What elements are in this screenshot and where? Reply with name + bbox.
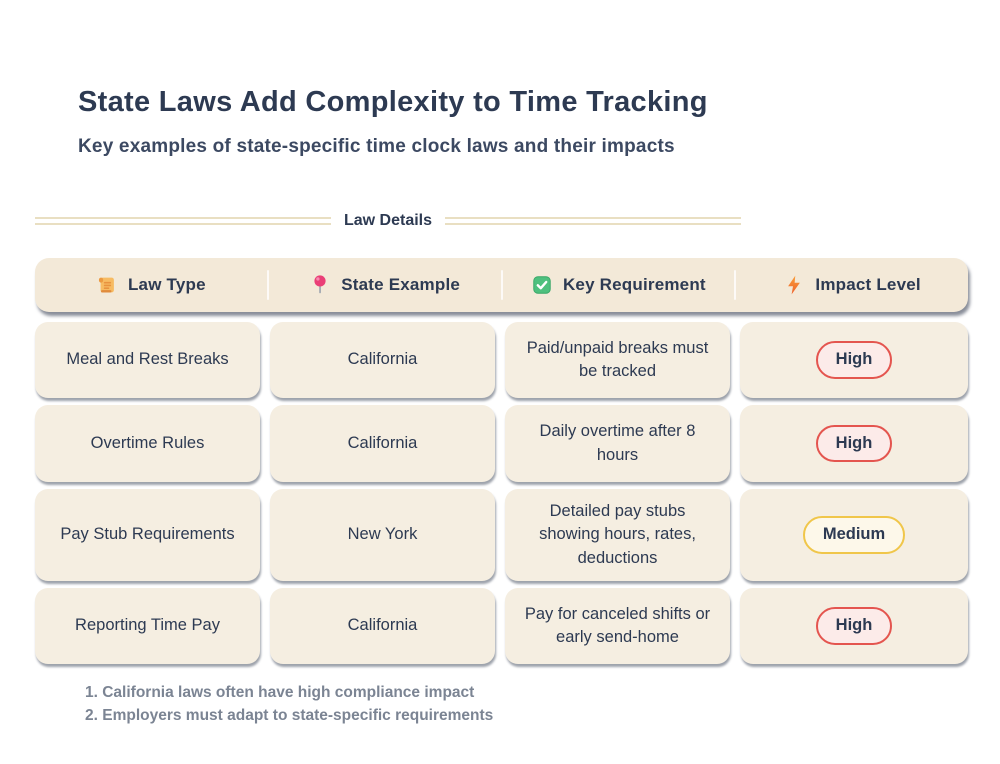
impact-badge: Medium <box>802 516 906 554</box>
cell-law-type: Meal and Rest Breaks <box>35 322 260 398</box>
column-header-label: State Example <box>341 275 461 294</box>
divider-label: Law Details <box>343 212 433 229</box>
note-item: 1. California laws often have high compl… <box>85 684 475 701</box>
scroll-icon <box>96 274 118 296</box>
divider-line-left <box>35 217 331 225</box>
page-subtitle: Key examples of state-specific time cloc… <box>78 136 675 157</box>
cell-key-requirement: Detailed pay stubs showing hours, rates,… <box>505 489 730 581</box>
cell-state-example: California <box>270 322 495 398</box>
page-title: State Laws Add Complexity to Time Tracki… <box>78 86 708 118</box>
header-column-separator <box>266 270 269 300</box>
check-icon <box>531 274 553 296</box>
impact-badge: High <box>815 607 893 645</box>
header-column-separator <box>500 270 503 300</box>
impact-badge: High <box>815 424 893 463</box>
table-header-row: Law Type State Example Key Requirement <box>35 258 968 312</box>
cell-key-requirement: Paid/unpaid breaks must be tracked <box>505 322 730 398</box>
cell-state-example: California <box>270 405 495 482</box>
bolt-icon <box>783 274 805 296</box>
section-divider: Law Details <box>35 207 741 235</box>
cell-impact-level: High <box>740 405 968 482</box>
cell-law-type: Reporting Time Pay <box>35 588 260 664</box>
column-header-key-requirement: Key Requirement <box>503 258 735 312</box>
column-header-state-example: State Example <box>269 258 501 312</box>
impact-badge: High <box>815 341 893 379</box>
cell-impact-level: High <box>740 322 968 398</box>
cell-key-requirement: Daily overtime after 8 hours <box>505 405 730 482</box>
cell-impact-level: Medium <box>740 489 968 581</box>
column-header-label: Key Requirement <box>562 275 706 294</box>
notes-list: 1. California laws often have high compl… <box>85 681 493 727</box>
cell-key-requirement: Pay for canceled shifts or early send-ho… <box>505 588 730 664</box>
column-header-label: Law Type <box>127 275 206 294</box>
column-header-label: Impact Level <box>815 275 921 294</box>
cell-state-example: New York <box>270 489 495 581</box>
note-item: 2. Employers must adapt to state-specifi… <box>85 707 494 724</box>
divider-line-right <box>445 217 741 225</box>
pushpin-icon <box>309 274 331 296</box>
cell-state-example: California <box>270 588 495 664</box>
header-column-separator <box>734 270 737 300</box>
column-header-law-type: Law Type <box>35 258 267 312</box>
cell-law-type: Overtime Rules <box>35 405 260 482</box>
table-body: Meal and Rest Breaks California Paid/unp… <box>35 322 968 664</box>
cell-law-type: Pay Stub Requirements <box>35 489 260 581</box>
column-header-impact-level: Impact Level <box>736 258 968 312</box>
cell-impact-level: High <box>740 588 968 664</box>
